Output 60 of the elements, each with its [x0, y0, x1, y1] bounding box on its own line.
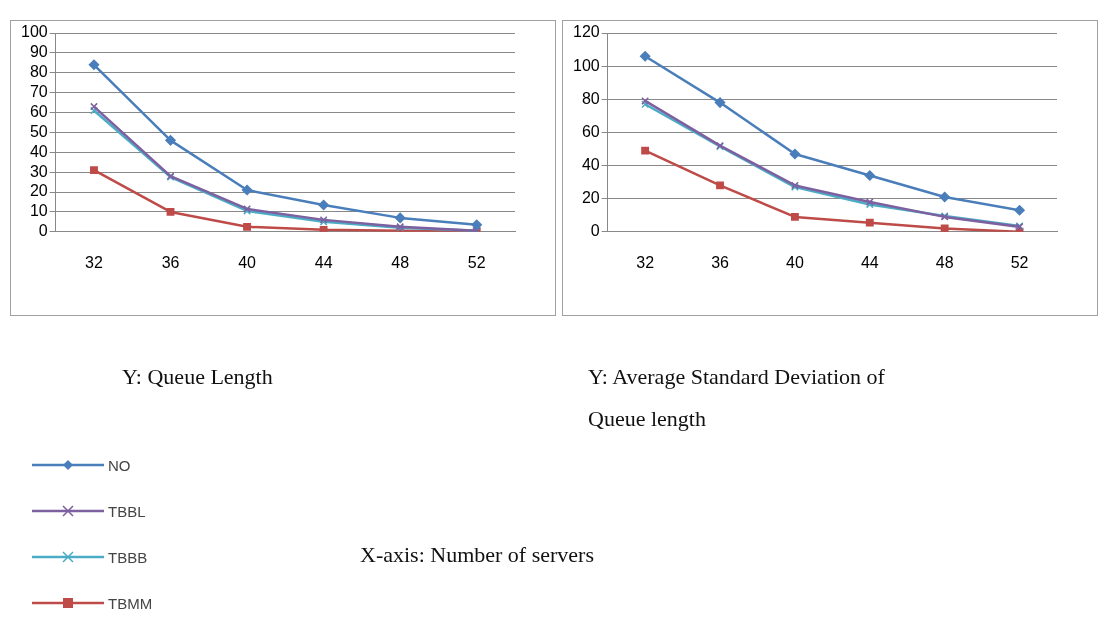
y-tick-label: 100	[20, 23, 48, 41]
y-tick-label: 0	[38, 222, 48, 240]
y-tick-label: 40	[581, 155, 600, 173]
text: Y: Queue Length	[122, 363, 274, 391]
y-tick-label: 40	[29, 142, 48, 160]
y-tick-label: 20	[581, 189, 600, 207]
point	[471, 219, 482, 231]
point	[165, 135, 176, 146]
y-tick-label: 120	[572, 23, 600, 41]
point	[1014, 205, 1025, 216]
point	[90, 166, 98, 175]
point	[789, 148, 801, 160]
point	[88, 59, 100, 71]
text: Y: Average Standard Deviation of Queue length	[588, 363, 886, 433]
point	[939, 191, 950, 203]
y-tick-label: 70	[29, 83, 48, 101]
y-tick-label: 60	[581, 122, 600, 140]
point	[641, 146, 650, 155]
legend-label: TBMM	[108, 594, 153, 612]
point	[641, 96, 650, 105]
x-tick-label: 52	[1010, 253, 1029, 271]
x-tick-label: 44	[314, 253, 333, 271]
legend-label: TBBL	[108, 502, 146, 520]
x-tick-label: 40	[238, 253, 257, 271]
text: X-axis: Number of servers	[360, 541, 595, 569]
y-tick-label: 20	[29, 182, 48, 200]
point	[243, 222, 251, 231]
y-tick-label: 50	[29, 122, 48, 140]
x-tick-label: 48	[935, 253, 954, 271]
point	[90, 106, 98, 115]
x-tick-label: 40	[786, 253, 804, 271]
y-tick-label: 10	[29, 202, 48, 220]
point	[865, 218, 874, 227]
y-tick-label: 80	[29, 63, 48, 81]
point	[318, 199, 329, 211]
point	[166, 207, 175, 216]
x-tick-label: 52	[467, 253, 486, 271]
point	[241, 184, 253, 196]
y-tick-label: 30	[29, 162, 48, 180]
y-tick-label: 60	[29, 102, 48, 120]
x-tick-label: 36	[161, 253, 180, 271]
point	[716, 181, 724, 190]
legend-label: TBBB	[108, 548, 148, 566]
legend-label: NO	[108, 456, 131, 474]
point	[90, 102, 98, 111]
x-tick-label: 32	[636, 253, 655, 271]
x-tick-label: 44	[860, 253, 879, 271]
y-tick-label: 100	[572, 56, 600, 74]
point	[714, 97, 726, 108]
y-tick-label: 90	[29, 43, 48, 61]
point	[864, 170, 876, 181]
y-tick-label: 80	[581, 89, 600, 107]
point	[641, 100, 650, 109]
point	[394, 212, 406, 224]
x-tick-label: 48	[391, 253, 410, 271]
point	[790, 212, 799, 221]
point	[639, 50, 651, 62]
x-tick-label: 32	[85, 253, 103, 271]
y-tick-label: 0	[590, 222, 600, 240]
x-tick-label: 36	[711, 253, 730, 271]
